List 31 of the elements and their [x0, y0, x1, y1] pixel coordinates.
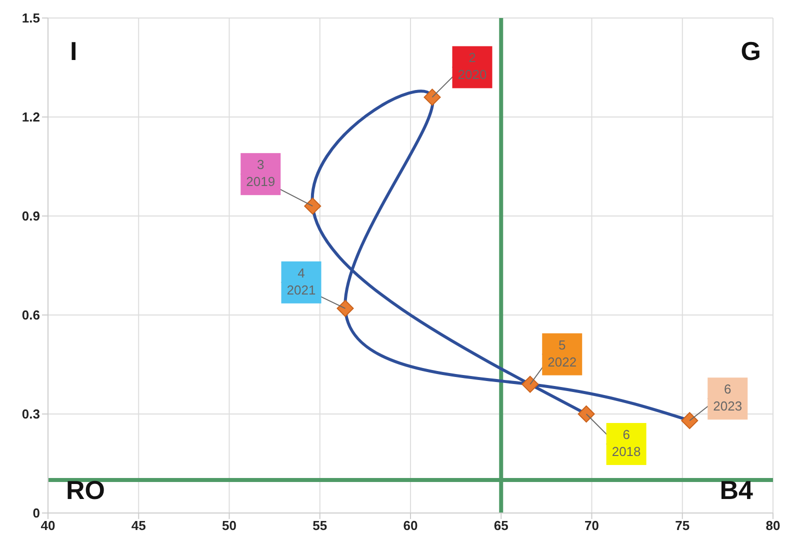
annotation: I	[70, 36, 78, 67]
annotation: 2 2020	[458, 50, 487, 82]
y-tick-label: 0	[32, 506, 40, 521]
x-tick-label: 60	[403, 518, 418, 534]
y-tick-label: 1.5	[22, 10, 40, 26]
annotation: 3 2019	[246, 157, 276, 190]
point	[304, 198, 322, 215]
annotation: RO	[66, 475, 105, 506]
x-tick-label: 45	[131, 518, 146, 534]
point	[424, 88, 441, 106]
point	[336, 300, 354, 317]
x-tick-label: 55	[312, 518, 328, 534]
x-tick-label: 65	[494, 518, 508, 534]
x-tick-label: 70	[584, 518, 599, 534]
y-tick-label: 0.3	[22, 406, 40, 422]
x-tick-label: 75	[675, 518, 690, 534]
annotation: 5 2022	[548, 337, 577, 370]
annotation: 4 2021	[286, 265, 316, 298]
annotation: B4	[720, 475, 753, 506]
point	[681, 412, 698, 430]
point	[578, 406, 595, 422]
y-tick-label: 0.6	[22, 308, 40, 323]
x-tick-label: 40	[40, 518, 56, 534]
point	[522, 376, 539, 393]
annotation: 6 2023	[713, 382, 742, 414]
y-tick-label: 0.9	[22, 208, 40, 224]
x-tick-label: 80	[766, 518, 780, 534]
annotation: G	[740, 36, 761, 67]
annotation: 6 2018	[612, 427, 641, 459]
x-tick-label: 50	[222, 518, 236, 534]
y-tick-label: 1.2	[22, 110, 40, 125]
